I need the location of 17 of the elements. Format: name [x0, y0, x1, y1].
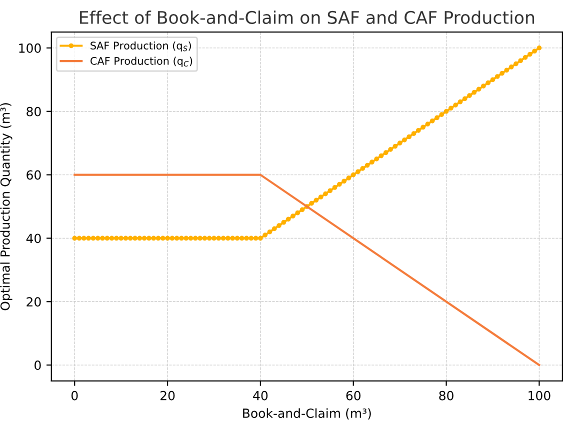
y-tick-label: 60 — [26, 170, 41, 180]
y-tick-label: 80 — [26, 106, 41, 116]
x-tick-label: 40 — [253, 390, 268, 400]
x-axis-title: Book-and-Claim (m³) — [243, 408, 371, 420]
x-tick-label: 100 — [528, 390, 550, 400]
y-tick-label: 0 — [34, 360, 41, 370]
y-tick-label: 100 — [19, 43, 41, 53]
legend-label: SAF Production (q$_{S}$) — [90, 41, 191, 52]
legend-label: CAF Production (q$_{C}$) — [90, 56, 192, 67]
x-tick-label: 20 — [160, 390, 175, 400]
chart-title: Effect of Book-and-Claim on SAF and CAF Production — [80, 10, 534, 24]
y-tick-label: 40 — [26, 234, 41, 244]
y-axis-title: Optimal Production Quantity (m³) — [0, 103, 12, 310]
x-tick-label: 60 — [346, 390, 360, 400]
x-tick-label: 80 — [439, 390, 454, 400]
y-tick-label: 20 — [26, 297, 41, 307]
x-tick-label: 0 — [71, 390, 78, 400]
